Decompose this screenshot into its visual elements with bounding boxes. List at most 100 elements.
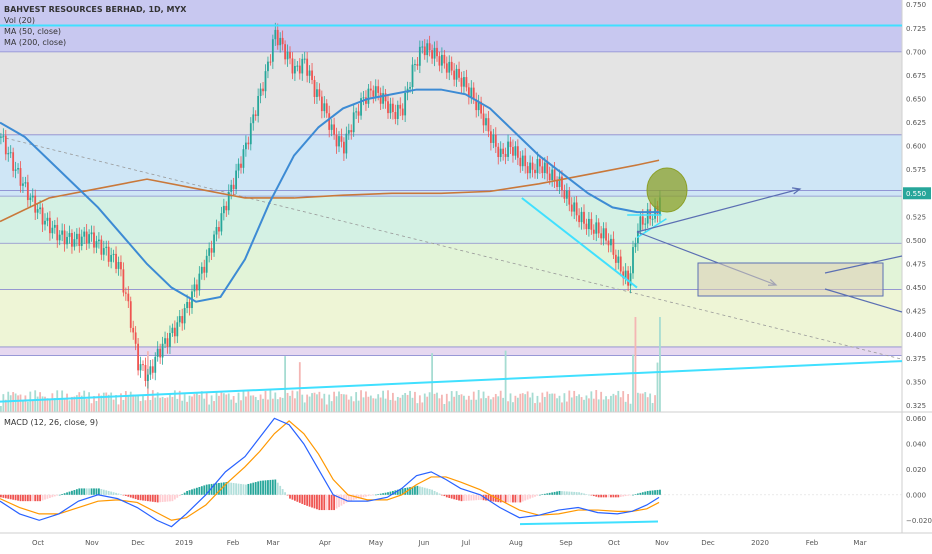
- volume-bar: [95, 400, 98, 412]
- candle-body: [218, 227, 220, 232]
- macd-histogram-bar: [433, 490, 436, 495]
- volume-bar: [490, 399, 492, 412]
- macd-histogram-bar: [137, 494, 139, 500]
- candle-body: [612, 238, 615, 255]
- falling-wedge-line: [521, 197, 638, 289]
- volume-bar: [411, 397, 414, 412]
- candle-body: [372, 90, 375, 97]
- volume-bar: [480, 398, 482, 412]
- volume-bar: [563, 393, 566, 412]
- macd-histogram-bar: [590, 494, 593, 496]
- macd-histogram-bar: [614, 494, 617, 498]
- volume-bar: [200, 391, 203, 412]
- candle-body: [9, 152, 12, 154]
- candle-body: [639, 216, 642, 231]
- macd-histogram-bar: [480, 494, 482, 500]
- macd-histogram-bar: [644, 491, 647, 495]
- price-tick-label: 0.700: [906, 48, 926, 56]
- macd-histogram-bar: [61, 493, 64, 495]
- volume-bar: [19, 394, 22, 412]
- volume-bar: [516, 397, 519, 412]
- volume-bar: [14, 393, 17, 412]
- candle-body: [313, 80, 316, 97]
- volume-bar: [433, 393, 436, 412]
- macd-histogram-bar: [29, 494, 32, 502]
- macd-histogram-bar: [629, 494, 632, 496]
- candle-body: [561, 176, 563, 191]
- volume-bar: [352, 401, 355, 412]
- candle-body: [516, 146, 519, 158]
- candle-body: [556, 180, 558, 188]
- volume-bar: [215, 392, 218, 412]
- volume-bar: [335, 396, 338, 412]
- macd-histogram-bar: [46, 494, 49, 499]
- candle-body: [494, 134, 497, 147]
- candle-body: [521, 155, 524, 167]
- volume-bar: [127, 395, 130, 412]
- candle-body: [222, 205, 225, 214]
- candle-body: [29, 197, 32, 201]
- candle-body: [632, 247, 634, 274]
- volume-bar: [176, 398, 179, 412]
- macd-histogram-bar: [73, 490, 76, 495]
- volume-bar: [230, 399, 233, 412]
- macd-histogram-bar: [247, 483, 250, 495]
- volume-bar: [629, 403, 632, 412]
- candle-body: [595, 222, 598, 234]
- candle-body: [159, 348, 162, 358]
- candle-body: [75, 233, 78, 240]
- volume-bar: [88, 392, 90, 412]
- volume-bar: [26, 401, 29, 412]
- volume-bar: [120, 393, 122, 412]
- candle-body: [14, 169, 17, 171]
- macd-histogram-bar: [573, 491, 576, 495]
- volume-bar: [487, 395, 490, 412]
- candle-body: [303, 58, 306, 60]
- macd-histogram-bar: [237, 483, 240, 495]
- macd-histogram-bar: [387, 492, 389, 495]
- macd-histogram-bar: [507, 494, 509, 503]
- volume-bar: [539, 402, 541, 412]
- volume-bar: [271, 398, 274, 412]
- volume-bar: [31, 399, 34, 412]
- volume-bar: [289, 395, 291, 412]
- candle-body: [83, 231, 86, 237]
- candle-body: [443, 54, 446, 64]
- price-tick-label: 0.675: [906, 72, 926, 80]
- candle-body: [68, 232, 71, 237]
- macd-histogram-bar: [49, 494, 51, 498]
- volume-bar: [9, 395, 12, 412]
- volume-bar: [524, 394, 527, 412]
- macd-histogram-bar: [178, 494, 181, 497]
- candle-body: [132, 327, 135, 333]
- candle-body: [426, 43, 429, 56]
- macd-histogram-bar: [267, 480, 269, 495]
- volume-bar: [171, 396, 174, 412]
- macd-histogram-bar: [382, 493, 384, 495]
- candle-body: [534, 169, 536, 174]
- volume-bar: [423, 393, 426, 412]
- target-zone-box: [697, 262, 884, 297]
- macd-label: MACD (12, 26, close, 9): [4, 418, 99, 427]
- macd-histogram-bar: [436, 492, 438, 495]
- candle-body: [210, 248, 213, 253]
- volume-bar: [406, 394, 409, 412]
- x-tick-label: Aug: [509, 539, 523, 547]
- volume-bar: [651, 403, 654, 412]
- volume-bar: [252, 395, 255, 412]
- candle-body: [379, 92, 382, 104]
- fib-band: [0, 25, 902, 52]
- macd-histogram-bar: [477, 494, 480, 501]
- candle-body: [355, 111, 358, 113]
- volume-bar: [281, 397, 284, 412]
- candle-body: [198, 273, 201, 291]
- candle-body: [254, 114, 257, 116]
- macd-histogram-bar: [649, 490, 652, 495]
- volume-bar: [78, 392, 81, 412]
- macd-histogram-bar: [541, 494, 544, 495]
- candle-body: [641, 216, 644, 225]
- candle-body: [0, 136, 2, 138]
- candle-body: [120, 261, 122, 270]
- macd-histogram-bar: [362, 494, 365, 498]
